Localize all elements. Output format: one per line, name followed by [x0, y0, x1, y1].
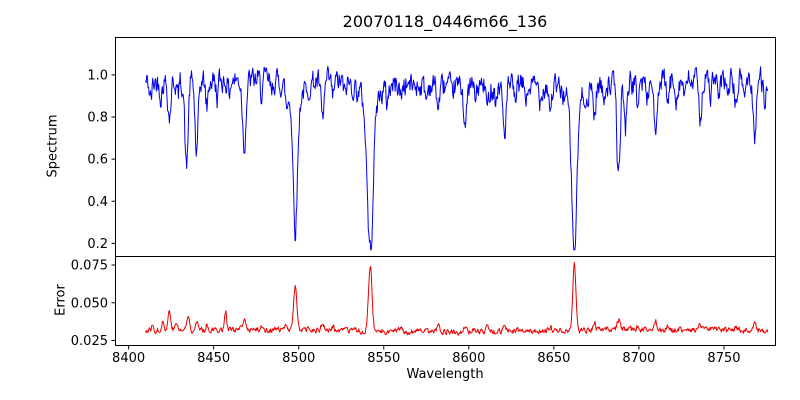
- spectrum-y-tick-label: 1.0: [87, 68, 108, 83]
- spectrum-y-tick-label: 0.4: [87, 195, 108, 210]
- error-y-tick-label: 0.075: [71, 259, 108, 274]
- x-tick-label: 8700: [622, 351, 655, 366]
- spectrum-y-tick-label: 0.2: [87, 237, 108, 252]
- x-tick-label: 8450: [197, 351, 230, 366]
- x-tick-label: 8650: [537, 351, 570, 366]
- error-y-tick-label: 0.025: [71, 334, 108, 349]
- x-tick-label: 8750: [707, 351, 740, 366]
- x-axis-label: Wavelength: [406, 367, 484, 382]
- x-tick-label: 8550: [367, 351, 400, 366]
- spectrum-y-tick-label: 0.8: [87, 111, 108, 126]
- spectrum-axes-box: [115, 37, 776, 257]
- error-axes-box: [115, 256, 776, 346]
- error-y-tick-label: 0.050: [71, 296, 108, 311]
- x-tick-label: 8400: [112, 351, 145, 366]
- x-tick-label: 8600: [452, 351, 485, 366]
- x-tick-label: 8500: [282, 351, 315, 366]
- error-line: [145, 262, 769, 336]
- chart-title: 20070118_0446m66_136: [342, 12, 548, 31]
- spectrum-line: [145, 66, 769, 251]
- spectrum-y-tick-label: 0.6: [87, 153, 108, 168]
